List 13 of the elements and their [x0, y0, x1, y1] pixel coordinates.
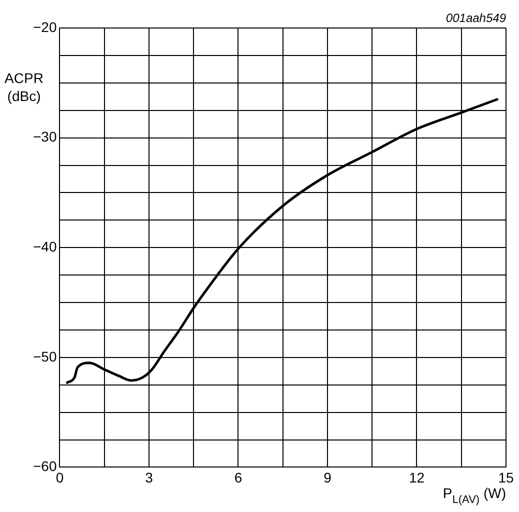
y-tick-label: −40	[33, 238, 57, 254]
y-tick-label: −60	[33, 458, 57, 474]
text: 001aah549	[446, 11, 506, 25]
y-tick-label: −50	[33, 348, 57, 364]
x-tick-label: 15	[498, 469, 514, 486]
y-tick-label: −30	[33, 128, 57, 145]
x-tick-label: 12	[408, 469, 425, 486]
x-tick-label: 3	[145, 469, 154, 486]
x-tick-label: 9	[324, 469, 332, 486]
y-tick-label: −20	[33, 18, 57, 35]
y-axis-title: ACPR (dBc)	[4, 70, 44, 104]
x-tick-label: 0	[56, 469, 64, 486]
x-tick-label: 6	[234, 469, 242, 486]
